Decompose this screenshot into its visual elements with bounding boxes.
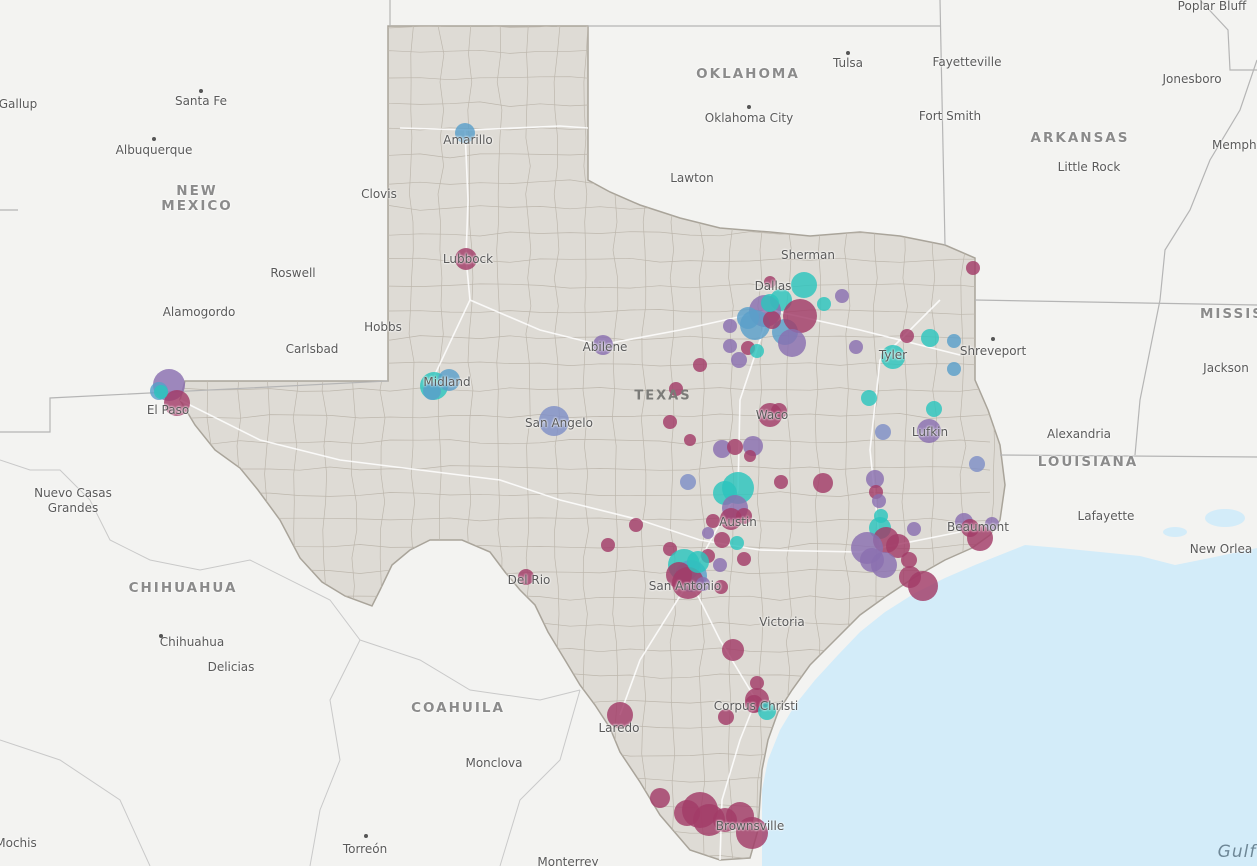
data-bubble[interactable] (714, 532, 730, 548)
data-bubble[interactable] (713, 558, 727, 572)
data-bubble[interactable] (154, 385, 168, 399)
data-bubble[interactable] (969, 456, 985, 472)
data-bubble[interactable] (736, 817, 768, 849)
city-dot (747, 105, 751, 109)
lake (1163, 527, 1187, 537)
data-bubble[interactable] (663, 542, 677, 556)
gulf-of-mexico (762, 545, 1257, 866)
data-bubble[interactable] (791, 272, 817, 298)
data-bubble[interactable] (771, 403, 787, 419)
data-bubble[interactable] (758, 702, 776, 720)
data-bubble[interactable] (917, 419, 941, 443)
data-bubble[interactable] (713, 440, 731, 458)
data-bubble[interactable] (875, 424, 891, 440)
data-bubble[interactable] (696, 577, 710, 591)
data-bubble[interactable] (866, 470, 884, 488)
data-bubble[interactable] (687, 551, 709, 573)
data-bubble[interactable] (423, 382, 441, 400)
data-bubble[interactable] (669, 382, 683, 396)
data-bubble[interactable] (731, 352, 747, 368)
data-bubble[interactable] (684, 434, 696, 446)
data-bubble[interactable] (539, 406, 569, 436)
data-bubble[interactable] (881, 345, 905, 369)
lake (1205, 509, 1245, 527)
data-bubble[interactable] (607, 702, 633, 728)
data-bubble[interactable] (849, 340, 863, 354)
data-bubble[interactable] (750, 676, 764, 690)
data-bubble[interactable] (817, 297, 831, 311)
data-bubble[interactable] (947, 334, 961, 348)
data-bubble[interactable] (774, 475, 788, 489)
data-bubble[interactable] (900, 329, 914, 343)
data-bubble[interactable] (718, 709, 734, 725)
data-bubble[interactable] (966, 261, 980, 275)
data-bubble[interactable] (961, 519, 979, 537)
data-bubble[interactable] (730, 536, 744, 550)
data-bubble[interactable] (629, 518, 643, 532)
data-bubble[interactable] (985, 517, 999, 531)
data-bubble[interactable] (706, 514, 720, 528)
data-bubble[interactable] (744, 450, 756, 462)
city-dot (846, 51, 850, 55)
city-dot (991, 337, 995, 341)
data-bubble[interactable] (763, 311, 781, 329)
data-bubble[interactable] (926, 401, 942, 417)
data-bubble[interactable] (737, 552, 751, 566)
data-bubble[interactable] (764, 276, 776, 288)
data-bubble[interactable] (164, 390, 190, 416)
data-bubble[interactable] (737, 307, 759, 329)
data-bubble[interactable] (723, 339, 737, 353)
data-bubble[interactable] (672, 567, 704, 599)
data-bubble[interactable] (702, 527, 714, 539)
data-bubble[interactable] (727, 439, 743, 455)
data-bubble[interactable] (455, 248, 477, 270)
city-dot (159, 634, 163, 638)
data-bubble[interactable] (778, 329, 806, 357)
data-bubble[interactable] (871, 552, 897, 578)
texas-state-shape (179, 25, 1006, 861)
data-bubble[interactable] (901, 552, 917, 568)
mexico-state-borders (0, 459, 581, 866)
data-bubble[interactable] (813, 473, 833, 493)
data-bubble[interactable] (736, 508, 752, 524)
state-borders (0, 0, 1257, 458)
data-bubble[interactable] (713, 808, 737, 832)
data-bubble[interactable] (907, 522, 921, 536)
data-bubble[interactable] (723, 319, 737, 333)
data-bubble[interactable] (438, 369, 460, 391)
data-bubble[interactable] (680, 474, 696, 490)
data-bubble[interactable] (783, 299, 817, 333)
data-bubble[interactable] (886, 534, 910, 558)
city-dot (199, 89, 203, 93)
data-bubble[interactable] (518, 569, 534, 585)
data-bubble[interactable] (455, 123, 475, 143)
data-bubble[interactable] (908, 571, 938, 601)
city-dot (152, 137, 156, 141)
data-bubble[interactable] (835, 289, 849, 303)
data-bubble[interactable] (674, 800, 700, 826)
data-bubble[interactable] (861, 390, 877, 406)
data-bubble[interactable] (761, 294, 779, 312)
data-bubble[interactable] (872, 494, 886, 508)
data-bubble[interactable] (693, 358, 707, 372)
city-dot (364, 834, 368, 838)
data-bubble[interactable] (601, 538, 615, 552)
data-bubble[interactable] (714, 580, 728, 594)
data-bubble[interactable] (750, 344, 764, 358)
data-bubble[interactable] (663, 415, 677, 429)
data-bubble[interactable] (722, 639, 744, 661)
data-bubble[interactable] (650, 788, 670, 808)
data-bubble[interactable] (947, 362, 961, 376)
data-bubble[interactable] (593, 335, 613, 355)
data-bubble[interactable] (921, 329, 939, 347)
